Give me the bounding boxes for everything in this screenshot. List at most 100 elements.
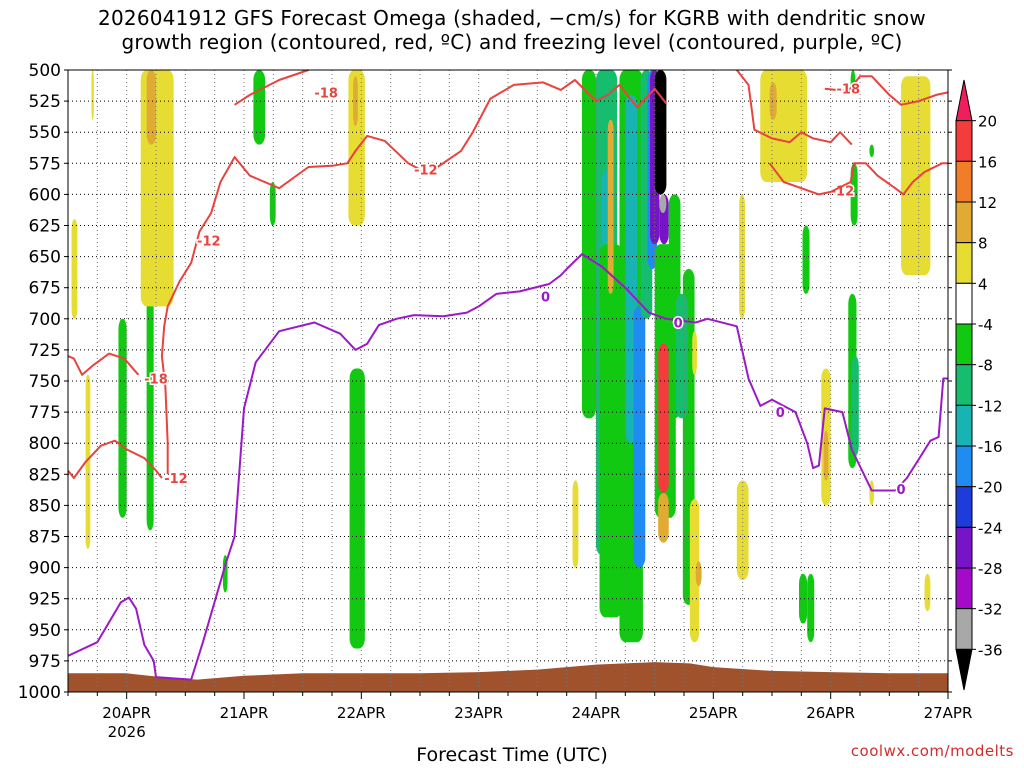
contour-line-0: [67, 253, 948, 681]
x-tick-label-21APR: 21APR: [220, 704, 269, 722]
y-tick-label-700: 700: [29, 310, 61, 330]
y-tick-label-875: 875: [29, 528, 61, 548]
omega-shade-13: [572, 480, 579, 568]
omega-shade-52: [901, 76, 931, 276]
contour-label-0-0: 0: [541, 290, 550, 305]
omega-shade-5: [140, 70, 174, 307]
y-tick-label-775: 775: [29, 403, 61, 423]
omega-shade-48: [850, 163, 858, 226]
chart-title-line-1: 2026041912 GFS Forecast Omega (shaded, −…: [98, 6, 926, 30]
omega-shade-8: [269, 181, 276, 226]
contour-label-6-0: -18: [144, 373, 168, 388]
colorbar-label-12: 12: [978, 194, 997, 212]
colorbar-swatch-10: [955, 486, 973, 528]
colorbar-label--12: -12: [978, 397, 1003, 415]
colorbar-label-16: 16: [978, 153, 997, 171]
colorbar-swatch-3: [955, 201, 973, 244]
omega-shade-43: [802, 225, 810, 294]
omega-shade-1: [91, 70, 94, 120]
colorbar-label-4: 4: [978, 275, 988, 293]
omega-shade-3: [118, 318, 127, 518]
omega-shade-47: [851, 356, 859, 456]
omega-shade-6: [146, 70, 156, 145]
contour-line-6: [67, 352, 140, 376]
omega-shade-42: [807, 573, 815, 643]
y-tick-label-650: 650: [29, 248, 61, 268]
colorbar-label--8: -8: [978, 357, 993, 375]
contour-label-8-0: -18: [837, 83, 861, 98]
y-tick-label-575: 575: [29, 154, 61, 174]
colorbar-label-8: 8: [978, 235, 988, 253]
colorbar-swatch-6: [955, 323, 973, 366]
colorbar-swatch-11: [955, 526, 973, 569]
omega-shade-50: [869, 144, 875, 158]
y-tick-label-800: 800: [29, 434, 61, 454]
y-tick-label-675: 675: [29, 279, 61, 299]
y-tick-label-600: 600: [29, 185, 61, 205]
x-axis-title: Forecast Time (UTC): [416, 744, 608, 766]
colorbar-label--20: -20: [978, 479, 1003, 497]
x-tick-label-25APR: 25APR: [689, 704, 738, 722]
contour-label-5-0: -12: [164, 472, 188, 487]
omega-shade-35: [695, 561, 702, 587]
site-credit[interactable]: coolwx.com/modelts: [850, 742, 1014, 760]
colorbar-label--24: -24: [978, 519, 1003, 537]
colorbar-label--28: -28: [978, 560, 1003, 578]
y-tick-label-500: 500: [29, 61, 61, 81]
omega-shade-11: [353, 76, 358, 126]
contour-line-1: [160, 134, 421, 475]
chart-title: 2026041912 GFS Forecast Omega (shaded, −…: [0, 6, 1024, 54]
omega-shading-layer: [71, 70, 931, 649]
chart-title-line-2: growth region (contoured, red, ºC) and f…: [121, 30, 903, 54]
contour-label-0-3: 0: [897, 483, 906, 498]
omega-shade-21: [633, 306, 646, 568]
contour-line-4: [768, 162, 948, 196]
omega-shade-51: [869, 480, 875, 506]
omega-shade-17: [599, 244, 622, 618]
omega-shade-34: [689, 499, 700, 643]
contour-line-5: [67, 439, 163, 479]
colorbar-label-20: 20: [978, 113, 997, 131]
omega-shade-7: [253, 70, 266, 145]
y-tick-label-825: 825: [29, 465, 61, 485]
omega-shade-39: [760, 70, 808, 182]
y-tick-label-950: 950: [29, 621, 61, 641]
colorbar-swatch-12: [955, 567, 973, 610]
omega-shade-27: [659, 194, 667, 214]
x-tick-sublabel-20APR: 2026: [108, 723, 146, 741]
omega-shade-12: [349, 368, 365, 649]
terrain-layer: [68, 662, 948, 692]
colorbar-label--32: -32: [978, 601, 1003, 619]
contour-label-0-1: 0: [674, 317, 683, 332]
colorbar-swatch-13: [955, 608, 973, 650]
colorbar: 20 16 12 8 4 -4 -8 -12 -16 -20 -24 -28 -32 -36: [955, 79, 1003, 691]
x-tick-label-24APR: 24APR: [572, 704, 621, 722]
colorbar-swatch-1: [955, 120, 973, 162]
omega-shade-36: [692, 331, 697, 375]
y-tick-label-975: 975: [29, 652, 61, 672]
terrain-fill: [68, 662, 948, 692]
x-tick-label-22APR: 22APR: [337, 704, 386, 722]
x-tick-label-23APR: 23APR: [454, 704, 503, 722]
x-tick-label-26APR: 26APR: [806, 704, 855, 722]
omega-shade-14: [581, 70, 596, 419]
omega-shade-10: [348, 70, 365, 226]
omega-shade-29: [658, 343, 669, 493]
omega-shade-33: [675, 293, 688, 419]
contour-line-8: [824, 75, 949, 106]
y-tick-label-725: 725: [29, 341, 61, 361]
y-tick-label-550: 550: [29, 123, 61, 143]
colorbar-swatch-2: [955, 160, 973, 203]
colorbar-label--4: -4: [978, 316, 993, 334]
y-tick-label-525: 525: [29, 92, 61, 112]
omega-shade-53: [924, 573, 931, 612]
y-tick-label-750: 750: [29, 372, 61, 392]
y-tick-label-625: 625: [29, 217, 61, 237]
colorbar-swatch-9: [955, 445, 973, 488]
colorbar-swatch-8: [955, 404, 973, 447]
contour-line-7: [234, 69, 309, 106]
colorbar-top-arrow: [955, 79, 973, 122]
contour-line-2: [437, 79, 668, 168]
